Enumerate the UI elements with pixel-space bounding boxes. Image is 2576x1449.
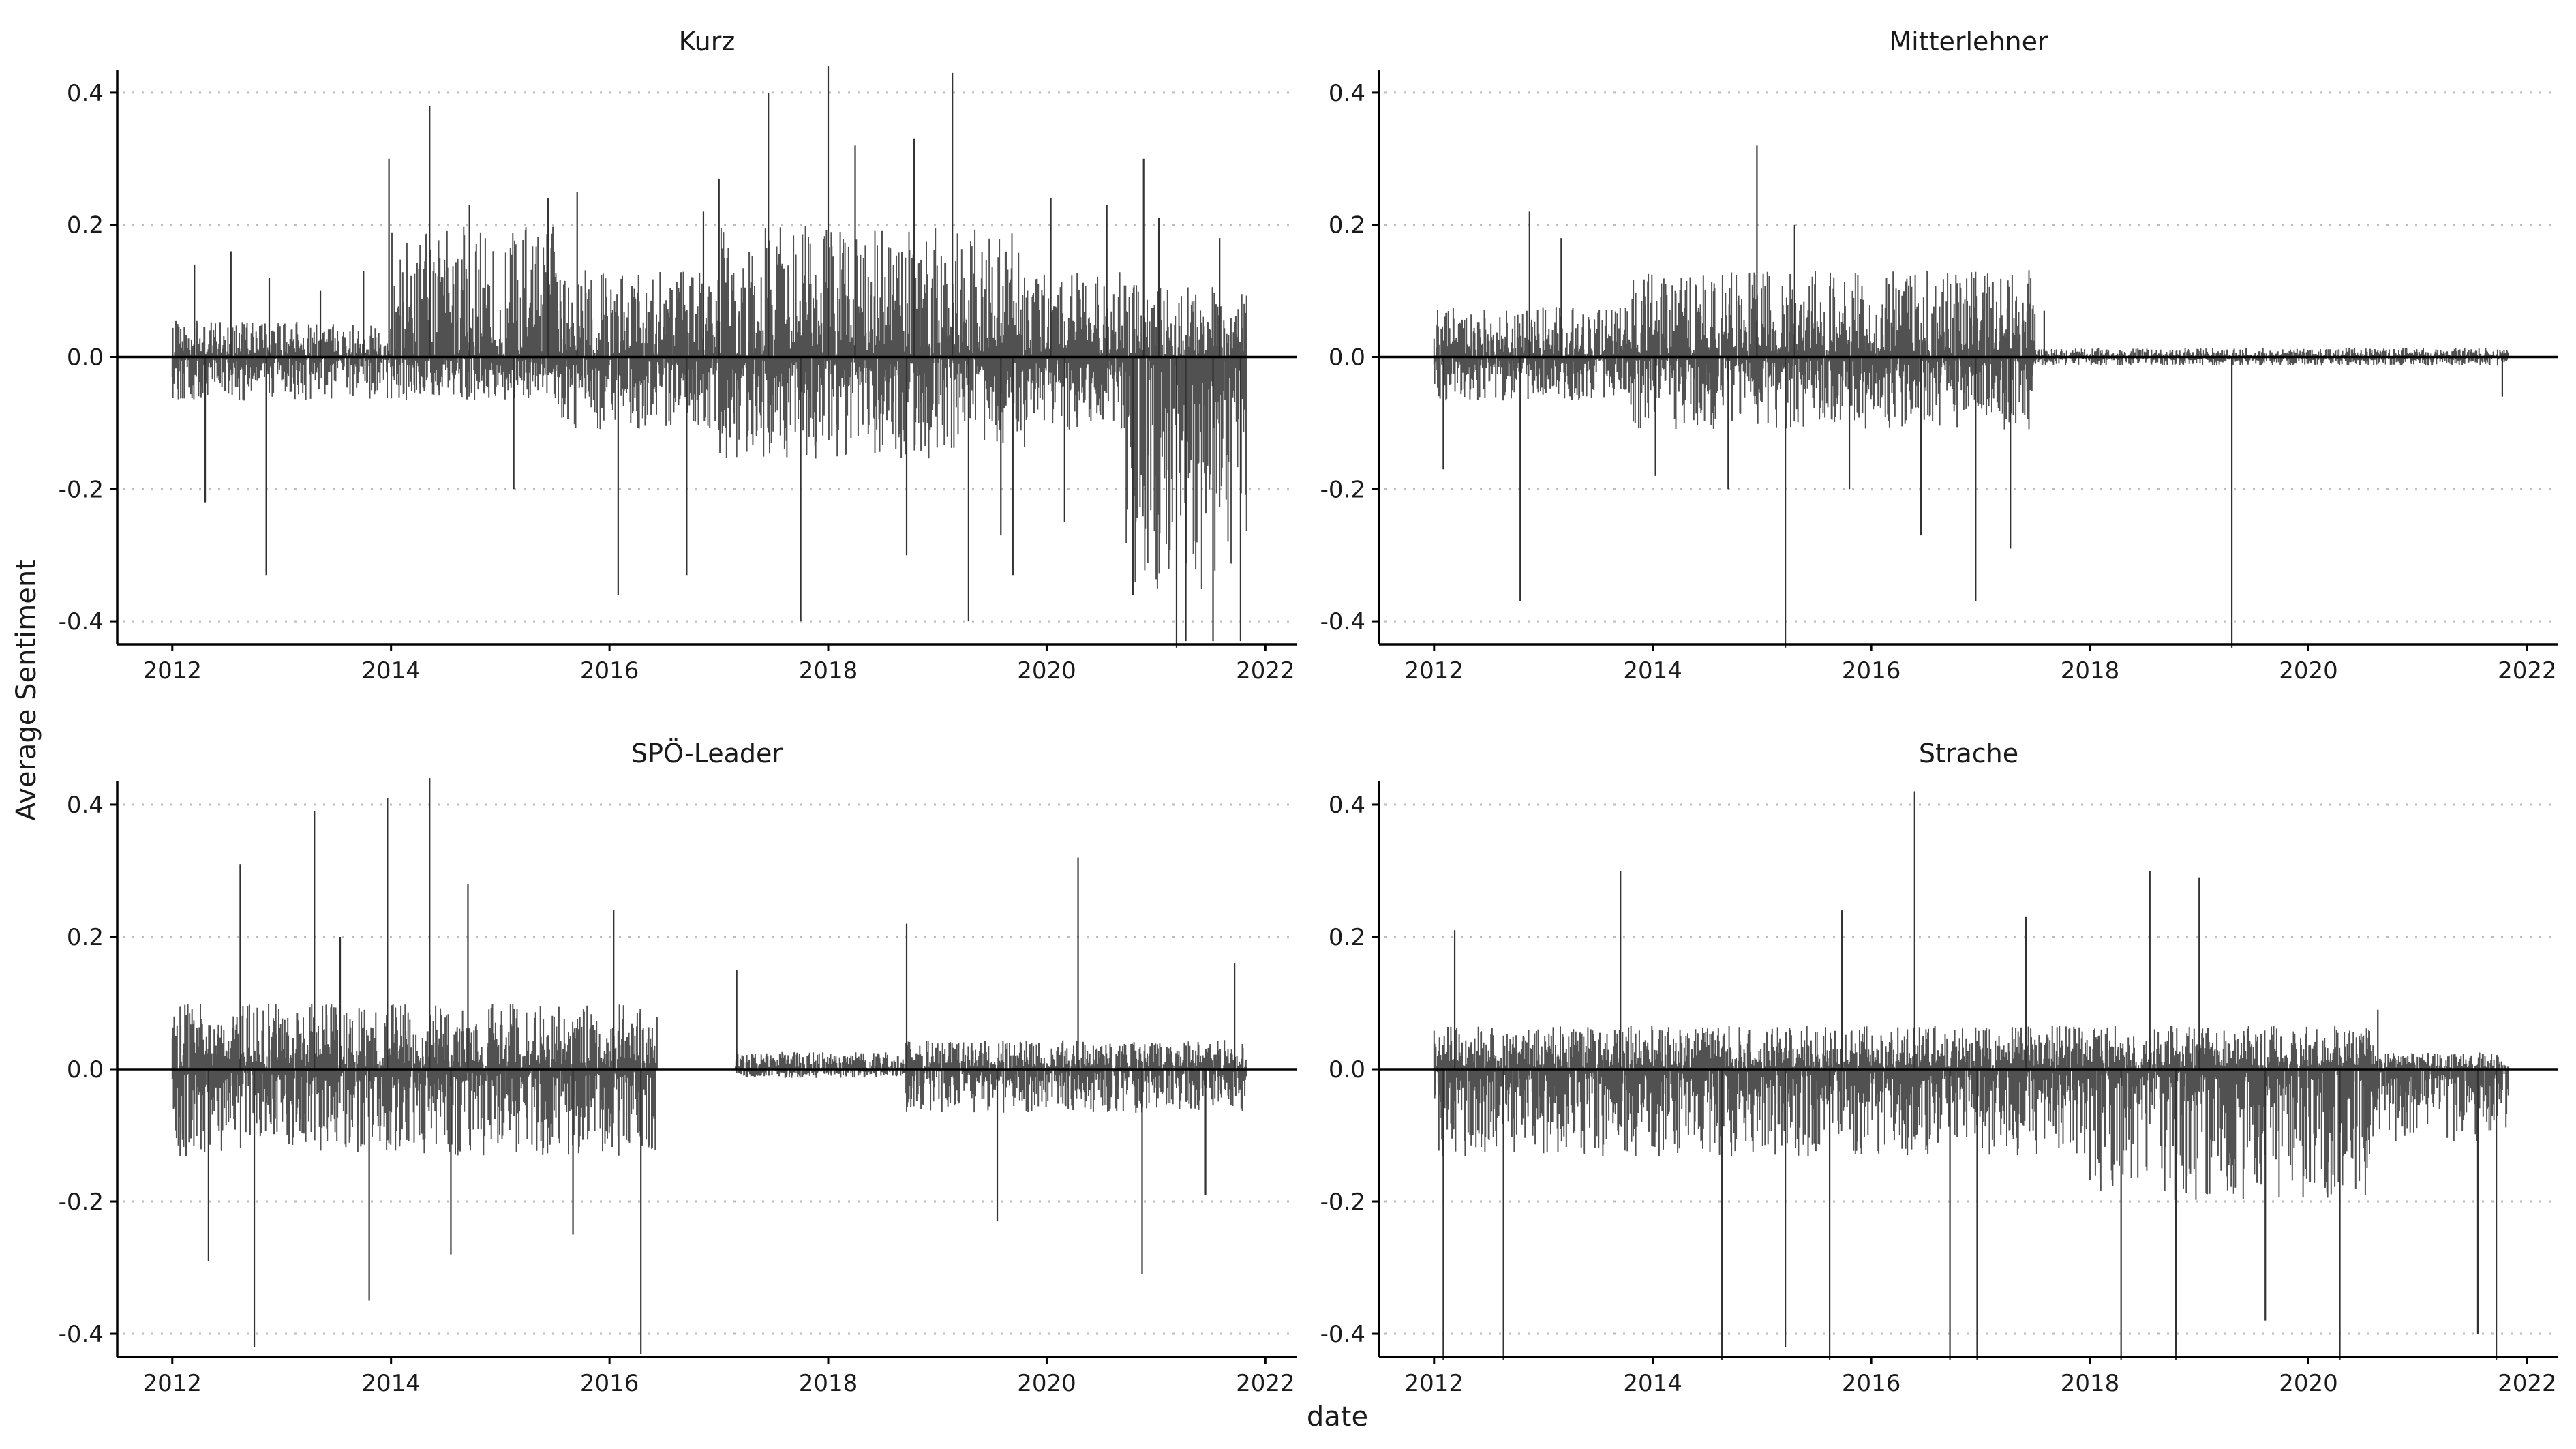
y-tick-label: -0.4 bbox=[59, 1321, 104, 1348]
sentiment-bars-positive bbox=[171, 1004, 1247, 1069]
x-tick-label: 2014 bbox=[361, 657, 421, 685]
panel-kurz: Kurz -0.4 -0.2 0.0 0.2 0.4 2012 2014 2016 2018 202… bbox=[59, 27, 1297, 685]
x-tick-label: 2022 bbox=[2498, 1370, 2557, 1397]
x-tick-label: 2014 bbox=[1623, 657, 1682, 685]
x-tick-label: 2020 bbox=[1017, 657, 1076, 685]
x-tick-label: 2014 bbox=[361, 1370, 421, 1397]
sentiment-bars-negative bbox=[171, 357, 1247, 589]
sentiment-bars-positive bbox=[172, 226, 1247, 357]
y-tick-label: -0.4 bbox=[1320, 608, 1365, 636]
x-axis-title: date bbox=[1307, 1401, 1368, 1433]
y-tick-label: 0.0 bbox=[1329, 1056, 1365, 1084]
y-tick-label: 0.2 bbox=[67, 212, 104, 239]
panel-title: SPÖ-Leader bbox=[631, 738, 783, 768]
x-tick-label: 2018 bbox=[2061, 657, 2120, 685]
y-tick-label: 0.2 bbox=[67, 924, 104, 951]
sentiment-bars-negative bbox=[171, 1069, 1247, 1156]
x-tick-label: 2016 bbox=[580, 657, 639, 685]
y-tick-label: -0.2 bbox=[1320, 476, 1365, 503]
y-tick-label: -0.2 bbox=[1320, 1189, 1365, 1216]
sentiment-bars-positive bbox=[1433, 270, 2509, 357]
y-tick-label: -0.4 bbox=[1320, 1321, 1365, 1348]
x-tick-label: 2022 bbox=[2498, 657, 2557, 685]
y-tick-label: 0.4 bbox=[67, 792, 104, 819]
x-tick-label: 2018 bbox=[799, 1370, 858, 1397]
panel-title: Mitterlehner bbox=[1889, 27, 2048, 57]
panel-mitterlehner: Mitterlehner -0.4 -0.2 0.0 0.2 0.4 2012 2014 201… bbox=[1320, 27, 2558, 685]
x-tick-label: 2020 bbox=[2279, 657, 2338, 685]
panel-sp-leader: SPÖ-Leader -0.4 -0.2 0.0 0.2 0.4 2012 2014 2016 2… bbox=[59, 738, 1297, 1397]
x-tick-label: 2014 bbox=[1623, 1370, 1682, 1397]
x-tick-label: 2016 bbox=[1842, 657, 1901, 685]
x-tick-label: 2022 bbox=[1236, 657, 1295, 685]
y-tick-label: -0.2 bbox=[59, 1189, 104, 1216]
x-tick-label: 2012 bbox=[143, 657, 202, 685]
y-tick-label: 0.0 bbox=[67, 344, 104, 372]
y-tick-label: -0.2 bbox=[59, 476, 104, 503]
x-tick-label: 2012 bbox=[1405, 1370, 1464, 1397]
sentiment-bars-negative bbox=[1433, 357, 2508, 430]
x-tick-label: 2018 bbox=[2061, 1370, 2120, 1397]
x-tick-label: 2020 bbox=[2279, 1370, 2338, 1397]
x-tick-label: 2018 bbox=[799, 657, 858, 685]
panel-strache: Strache -0.4 -0.2 0.0 0.2 0.4 2012 2014 2016 2018… bbox=[1320, 738, 2558, 1397]
y-tick-label: 0.2 bbox=[1329, 212, 1365, 239]
y-tick-label: 0.4 bbox=[67, 80, 104, 107]
y-axis-title: Average Sentiment bbox=[11, 559, 42, 821]
y-tick-label: -0.4 bbox=[59, 608, 104, 636]
x-tick-label: 2016 bbox=[1842, 1370, 1901, 1397]
y-tick-label: 0.4 bbox=[1329, 80, 1365, 107]
sentiment-bars-negative bbox=[1434, 1069, 2509, 1200]
y-tick-label: 0.0 bbox=[1329, 344, 1365, 372]
x-tick-label: 2012 bbox=[1405, 657, 1464, 685]
y-tick-label: 0.0 bbox=[67, 1056, 104, 1084]
x-tick-label: 2022 bbox=[1236, 1370, 1295, 1397]
y-tick-label: 0.2 bbox=[1329, 924, 1365, 951]
y-tick-label: 0.4 bbox=[1329, 792, 1365, 819]
x-tick-label: 2016 bbox=[580, 1370, 639, 1397]
sentiment-bars-positive bbox=[1433, 1026, 2509, 1069]
x-tick-label: 2020 bbox=[1017, 1370, 1076, 1397]
panel-title: Kurz bbox=[679, 27, 736, 57]
x-tick-label: 2012 bbox=[143, 1370, 202, 1397]
panel-title: Strache bbox=[1919, 738, 2018, 768]
